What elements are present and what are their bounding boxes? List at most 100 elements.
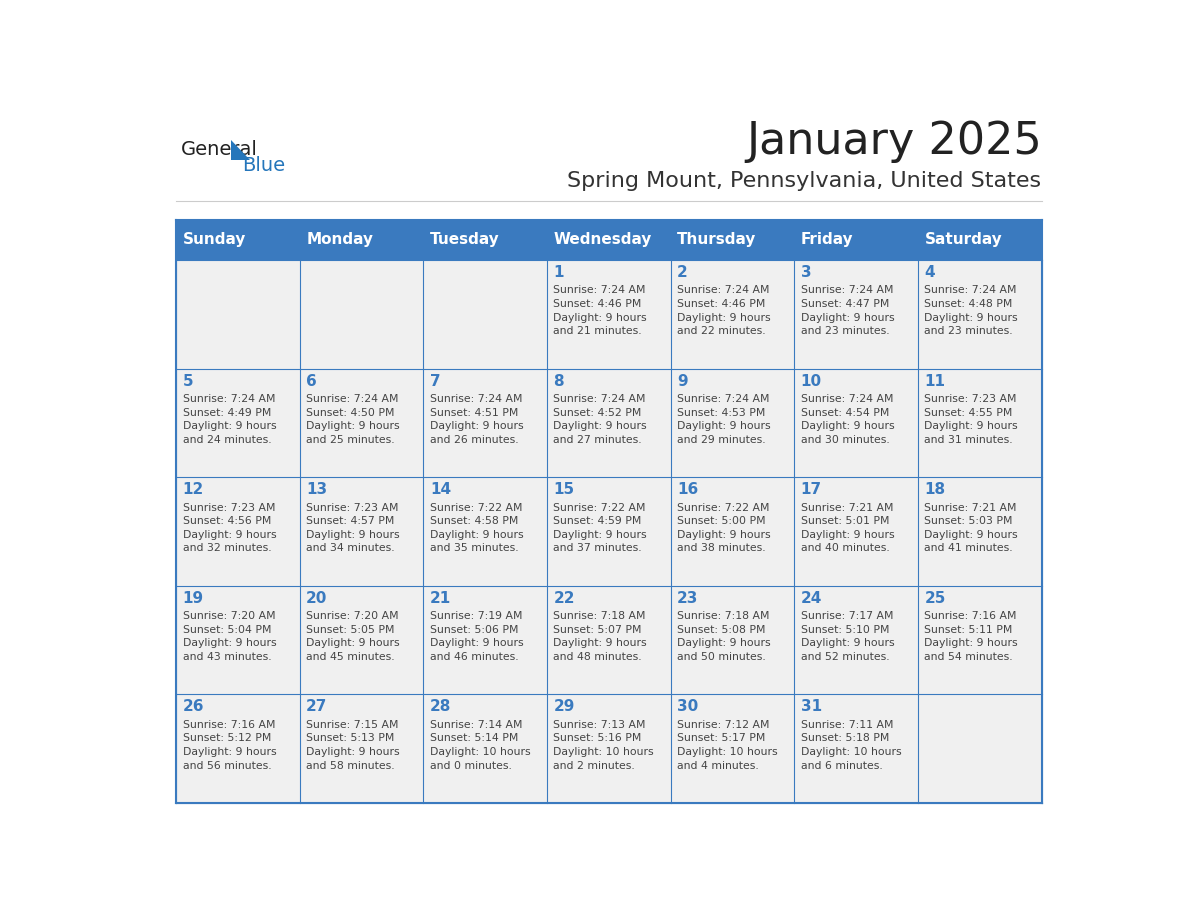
Text: Friday: Friday [801,232,853,247]
FancyBboxPatch shape [423,586,546,694]
FancyBboxPatch shape [299,260,423,369]
Text: 24: 24 [801,590,822,606]
Text: Sunrise: 7:12 AM
Sunset: 5:17 PM
Daylight: 10 hours
and 4 minutes.: Sunrise: 7:12 AM Sunset: 5:17 PM Dayligh… [677,720,778,770]
Text: 26: 26 [183,700,204,714]
Text: Sunrise: 7:22 AM
Sunset: 5:00 PM
Daylight: 9 hours
and 38 minutes.: Sunrise: 7:22 AM Sunset: 5:00 PM Dayligh… [677,503,771,554]
Text: 3: 3 [801,265,811,280]
FancyBboxPatch shape [671,260,795,369]
FancyBboxPatch shape [671,586,795,694]
Text: 16: 16 [677,482,699,498]
Text: Thursday: Thursday [677,232,757,247]
Text: Sunrise: 7:21 AM
Sunset: 5:03 PM
Daylight: 9 hours
and 41 minutes.: Sunrise: 7:21 AM Sunset: 5:03 PM Dayligh… [924,503,1018,554]
Text: 15: 15 [554,482,575,498]
Text: 8: 8 [554,374,564,388]
Text: Sunrise: 7:24 AM
Sunset: 4:53 PM
Daylight: 9 hours
and 29 minutes.: Sunrise: 7:24 AM Sunset: 4:53 PM Dayligh… [677,394,771,445]
Text: Saturday: Saturday [924,232,1003,247]
Text: 20: 20 [307,590,328,606]
FancyBboxPatch shape [299,369,423,477]
Text: 5: 5 [183,374,194,388]
Text: 30: 30 [677,700,699,714]
Text: Sunrise: 7:15 AM
Sunset: 5:13 PM
Daylight: 9 hours
and 58 minutes.: Sunrise: 7:15 AM Sunset: 5:13 PM Dayligh… [307,720,400,770]
FancyBboxPatch shape [671,694,795,803]
FancyBboxPatch shape [176,586,299,694]
FancyBboxPatch shape [299,477,423,586]
FancyBboxPatch shape [423,369,546,477]
Text: 6: 6 [307,374,317,388]
Text: 25: 25 [924,590,946,606]
FancyBboxPatch shape [423,694,546,803]
FancyBboxPatch shape [918,260,1042,369]
Text: 4: 4 [924,265,935,280]
Text: Monday: Monday [307,232,373,247]
Polygon shape [232,140,249,160]
Text: 27: 27 [307,700,328,714]
Text: 23: 23 [677,590,699,606]
Text: 10: 10 [801,374,822,388]
Text: Sunrise: 7:24 AM
Sunset: 4:49 PM
Daylight: 9 hours
and 24 minutes.: Sunrise: 7:24 AM Sunset: 4:49 PM Dayligh… [183,394,276,445]
Text: Sunrise: 7:17 AM
Sunset: 5:10 PM
Daylight: 9 hours
and 52 minutes.: Sunrise: 7:17 AM Sunset: 5:10 PM Dayligh… [801,611,895,662]
Text: Sunrise: 7:24 AM
Sunset: 4:54 PM
Daylight: 9 hours
and 30 minutes.: Sunrise: 7:24 AM Sunset: 4:54 PM Dayligh… [801,394,895,445]
Text: Sunrise: 7:21 AM
Sunset: 5:01 PM
Daylight: 9 hours
and 40 minutes.: Sunrise: 7:21 AM Sunset: 5:01 PM Dayligh… [801,503,895,554]
Text: 31: 31 [801,700,822,714]
Text: Sunrise: 7:20 AM
Sunset: 5:04 PM
Daylight: 9 hours
and 43 minutes.: Sunrise: 7:20 AM Sunset: 5:04 PM Dayligh… [183,611,276,662]
Text: Sunrise: 7:23 AM
Sunset: 4:55 PM
Daylight: 9 hours
and 31 minutes.: Sunrise: 7:23 AM Sunset: 4:55 PM Dayligh… [924,394,1018,445]
FancyBboxPatch shape [423,477,546,586]
Text: 12: 12 [183,482,204,498]
Text: 13: 13 [307,482,328,498]
Text: Sunrise: 7:24 AM
Sunset: 4:52 PM
Daylight: 9 hours
and 27 minutes.: Sunrise: 7:24 AM Sunset: 4:52 PM Dayligh… [554,394,647,445]
FancyBboxPatch shape [299,586,423,694]
Text: Sunrise: 7:24 AM
Sunset: 4:46 PM
Daylight: 9 hours
and 21 minutes.: Sunrise: 7:24 AM Sunset: 4:46 PM Dayligh… [554,285,647,336]
FancyBboxPatch shape [918,694,1042,803]
Text: Spring Mount, Pennsylvania, United States: Spring Mount, Pennsylvania, United State… [568,171,1042,191]
Text: Sunday: Sunday [183,232,246,247]
Text: 19: 19 [183,590,203,606]
Text: 14: 14 [430,482,451,498]
FancyBboxPatch shape [176,694,299,803]
Text: 28: 28 [430,700,451,714]
Text: Sunrise: 7:14 AM
Sunset: 5:14 PM
Daylight: 10 hours
and 0 minutes.: Sunrise: 7:14 AM Sunset: 5:14 PM Dayligh… [430,720,531,770]
Text: Sunrise: 7:19 AM
Sunset: 5:06 PM
Daylight: 9 hours
and 46 minutes.: Sunrise: 7:19 AM Sunset: 5:06 PM Dayligh… [430,611,524,662]
FancyBboxPatch shape [176,260,299,369]
Text: Sunrise: 7:23 AM
Sunset: 4:56 PM
Daylight: 9 hours
and 32 minutes.: Sunrise: 7:23 AM Sunset: 4:56 PM Dayligh… [183,503,276,554]
Text: Blue: Blue [242,156,285,174]
FancyBboxPatch shape [795,586,918,694]
FancyBboxPatch shape [671,369,795,477]
Text: Sunrise: 7:24 AM
Sunset: 4:50 PM
Daylight: 9 hours
and 25 minutes.: Sunrise: 7:24 AM Sunset: 4:50 PM Dayligh… [307,394,400,445]
Text: Sunrise: 7:11 AM
Sunset: 5:18 PM
Daylight: 10 hours
and 6 minutes.: Sunrise: 7:11 AM Sunset: 5:18 PM Dayligh… [801,720,902,770]
FancyBboxPatch shape [299,694,423,803]
Text: 22: 22 [554,590,575,606]
Text: Sunrise: 7:13 AM
Sunset: 5:16 PM
Daylight: 10 hours
and 2 minutes.: Sunrise: 7:13 AM Sunset: 5:16 PM Dayligh… [554,720,655,770]
FancyBboxPatch shape [795,260,918,369]
Text: 1: 1 [554,265,564,280]
Text: Sunrise: 7:18 AM
Sunset: 5:08 PM
Daylight: 9 hours
and 50 minutes.: Sunrise: 7:18 AM Sunset: 5:08 PM Dayligh… [677,611,771,662]
FancyBboxPatch shape [176,369,299,477]
Text: Wednesday: Wednesday [554,232,652,247]
Text: 18: 18 [924,482,946,498]
Text: Tuesday: Tuesday [430,232,500,247]
Text: 9: 9 [677,374,688,388]
Text: Sunrise: 7:16 AM
Sunset: 5:12 PM
Daylight: 9 hours
and 56 minutes.: Sunrise: 7:16 AM Sunset: 5:12 PM Dayligh… [183,720,276,770]
Text: Sunrise: 7:16 AM
Sunset: 5:11 PM
Daylight: 9 hours
and 54 minutes.: Sunrise: 7:16 AM Sunset: 5:11 PM Dayligh… [924,611,1018,662]
FancyBboxPatch shape [546,369,671,477]
FancyBboxPatch shape [671,477,795,586]
FancyBboxPatch shape [176,477,299,586]
Text: Sunrise: 7:22 AM
Sunset: 4:58 PM
Daylight: 9 hours
and 35 minutes.: Sunrise: 7:22 AM Sunset: 4:58 PM Dayligh… [430,503,524,554]
Text: Sunrise: 7:22 AM
Sunset: 4:59 PM
Daylight: 9 hours
and 37 minutes.: Sunrise: 7:22 AM Sunset: 4:59 PM Dayligh… [554,503,647,554]
FancyBboxPatch shape [795,369,918,477]
FancyBboxPatch shape [176,219,1042,260]
FancyBboxPatch shape [546,694,671,803]
Text: General: General [181,140,258,159]
Text: 2: 2 [677,265,688,280]
Text: Sunrise: 7:18 AM
Sunset: 5:07 PM
Daylight: 9 hours
and 48 minutes.: Sunrise: 7:18 AM Sunset: 5:07 PM Dayligh… [554,611,647,662]
Text: Sunrise: 7:20 AM
Sunset: 5:05 PM
Daylight: 9 hours
and 45 minutes.: Sunrise: 7:20 AM Sunset: 5:05 PM Dayligh… [307,611,400,662]
FancyBboxPatch shape [918,477,1042,586]
Text: January 2025: January 2025 [746,120,1042,163]
FancyBboxPatch shape [546,477,671,586]
Text: Sunrise: 7:24 AM
Sunset: 4:46 PM
Daylight: 9 hours
and 22 minutes.: Sunrise: 7:24 AM Sunset: 4:46 PM Dayligh… [677,285,771,336]
Text: Sunrise: 7:24 AM
Sunset: 4:48 PM
Daylight: 9 hours
and 23 minutes.: Sunrise: 7:24 AM Sunset: 4:48 PM Dayligh… [924,285,1018,336]
Text: Sunrise: 7:23 AM
Sunset: 4:57 PM
Daylight: 9 hours
and 34 minutes.: Sunrise: 7:23 AM Sunset: 4:57 PM Dayligh… [307,503,400,554]
Text: 29: 29 [554,700,575,714]
FancyBboxPatch shape [546,586,671,694]
Text: 7: 7 [430,374,441,388]
FancyBboxPatch shape [546,260,671,369]
